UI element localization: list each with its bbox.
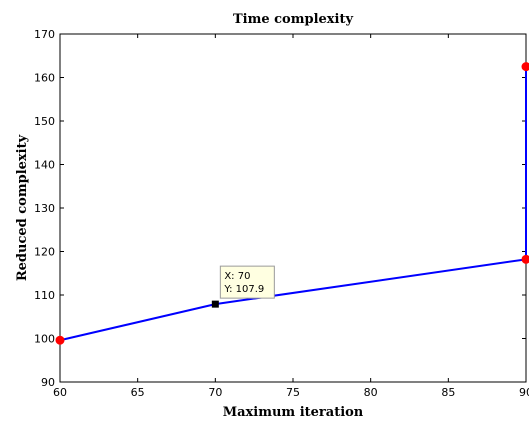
series-group [55,62,529,345]
x-tick-label: 85 [441,386,455,399]
datatip-point[interactable] [211,300,219,308]
datatip-y-text: Y: 107.9 [223,284,264,295]
datatip-box[interactable] [219,265,275,299]
ticks-group: 60 65 70 75 80 85 90 90 100 110 120 130 140 150 160 170 [34,28,529,399]
y-tick-label: 110 [34,289,55,302]
x-tick-label: 75 [286,386,300,399]
y-tick-label: 170 [34,28,55,41]
y-tick-label: 130 [34,202,55,215]
x-tick-label: 70 [208,386,222,399]
data-point-marker [521,62,529,72]
y-tick-label: 90 [41,376,55,389]
x-tick-label: 65 [131,386,145,399]
series-line [59,66,527,342]
datatip-group: X: 70 Y: 107.9 [211,265,275,308]
y-tick-label: 120 [34,246,55,259]
data-point-marker [55,335,65,345]
chart-title: Time complexity [233,12,353,27]
data-point-marker [521,254,529,264]
y-tick-label: 100 [34,333,55,346]
x-tick-label: 90 [519,386,529,399]
x-axis-label: Maximum iteration [223,405,364,420]
plot-area [59,33,527,383]
x-tick-label: 80 [364,386,378,399]
y-axis-label: Reduced complexity [15,134,30,281]
y-tick-label: 160 [34,72,55,85]
y-tick-label: 150 [34,115,55,128]
x-tick-label: 60 [53,386,67,399]
datatip-x-text: X: 70 [224,271,250,282]
y-tick-label: 140 [34,159,55,172]
